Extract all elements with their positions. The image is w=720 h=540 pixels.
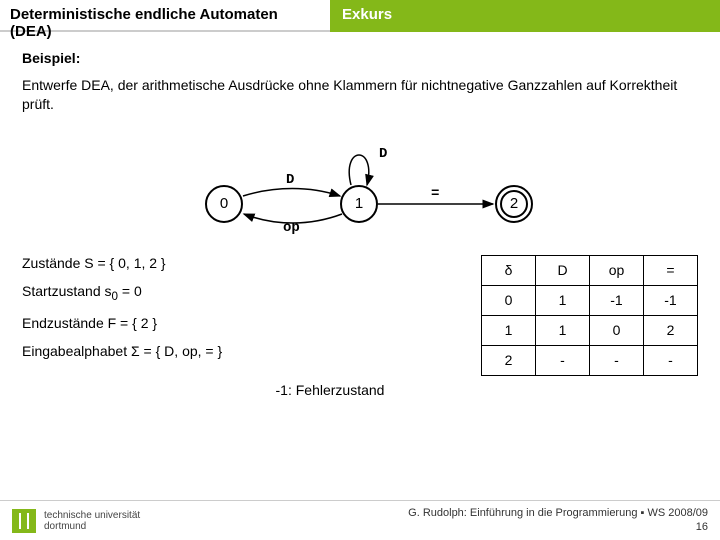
th-eq: = [644,255,698,285]
university-logo: technische universität dortmund [12,509,140,533]
university-name: technische universität dortmund [44,510,140,532]
tu-logo-icon [12,509,36,533]
page-number: 16 [408,521,708,534]
right-arrow-label: = [431,186,439,202]
states-def: Zustände S = { 0, 1, 2 } [22,255,451,271]
state-1-label: 1 [355,195,363,212]
header-title-left: Deterministische endliche Automaten (DEA… [0,0,330,32]
course-line: G. Rudolph: Einführung in die Programmie… [408,507,708,520]
table-header-row: δ D op = [482,255,698,285]
footer: technische universität dortmund G. Rudol… [0,500,720,540]
transition-table-wrap: δ D op = 01-1-1 1102 2--- [481,255,698,376]
footer-meta: G. Rudolph: Einführung in die Programmie… [408,507,708,533]
th-D: D [536,255,590,285]
top-arrow-label: D [286,172,294,188]
definitions-block: Zustände S = { 0, 1, 2 } Startzustand s0… [22,255,451,376]
error-note: -1: Fehlerzustand [0,382,720,398]
table-row: 01-1-1 [482,285,698,315]
state-0: 0 [205,185,243,223]
transition-table: δ D op = 01-1-1 1102 2--- [481,255,698,376]
state-0-label: 0 [220,195,228,212]
th-op: op [590,255,644,285]
table-row: 2--- [482,345,698,375]
header-title-right: Exkurs [330,0,720,32]
th-delta: δ [482,255,536,285]
table-row: 1102 [482,315,698,345]
final-states-def: Endzustände F = { 2 } [22,315,451,331]
bot-arrow-label: op [283,220,300,236]
section-label: Beispiel: [22,50,698,66]
self-loop-label: D [379,146,387,162]
alphabet-def: Eingabealphabet Σ = { D, op, = } [22,343,451,359]
state-diagram: 0 1 2 D D op = [145,120,575,255]
state-2-label: 2 [510,195,518,212]
state-2: 2 [495,185,533,223]
state-1: 1 [340,185,378,223]
start-state-def: Startzustand s0 = 0 [22,283,451,303]
description-text: Entwerfe DEA, der arithmetische Ausdrück… [22,76,698,114]
